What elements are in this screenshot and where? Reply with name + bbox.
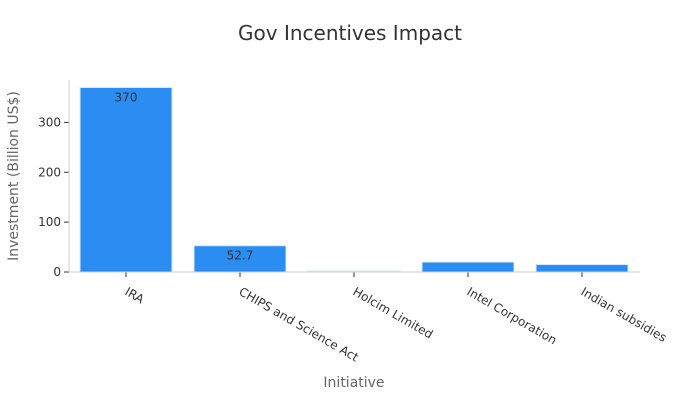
- x-axis-title: Initiative: [323, 375, 384, 391]
- x-tick-label: Holcim Limited: [351, 284, 436, 341]
- y-tick-label: 100: [38, 215, 61, 229]
- data-label-1: 370: [115, 90, 138, 104]
- y-axis-title: Investment (Billion US$): [6, 91, 22, 261]
- x-tick-label: Indian subsidies: [579, 284, 670, 344]
- y-tick-label: 0: [53, 265, 61, 279]
- bar-4: [421, 261, 515, 273]
- y-tick-label: 300: [38, 115, 61, 129]
- x-tick-label: Intel Corporation: [465, 284, 560, 347]
- data-label-2: 52.7: [227, 249, 254, 263]
- x-tick-label: IRA: [123, 284, 148, 306]
- bar-2: [193, 245, 287, 273]
- y-tick-label: 200: [38, 165, 61, 179]
- bar-1: [79, 86, 173, 273]
- x-tick-label: CHIPS and Science Act: [237, 284, 362, 364]
- plot-area: 0 100 200 300 370 IRA 52.7 CHIPS and Science Ac…: [38, 86, 670, 365]
- bar-5: [535, 264, 629, 273]
- chart-title: Gov Incentives Impact: [238, 21, 462, 45]
